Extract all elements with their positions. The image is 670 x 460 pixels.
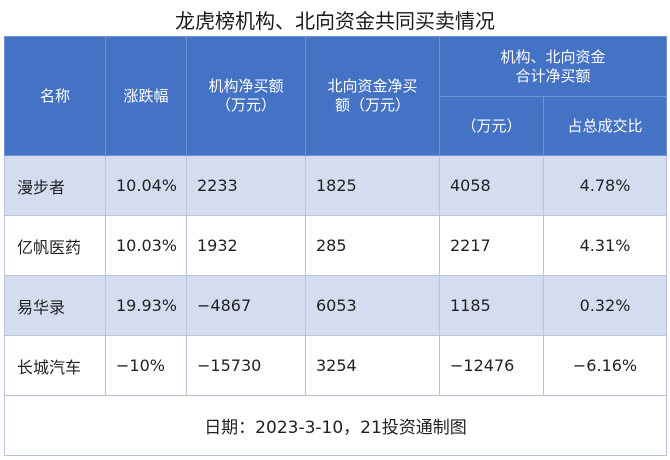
cell-ratio: −6.16% [542,335,668,396]
footer-caption: 日期：2023-3-10，21投资通制图 [3,395,668,456]
cell-change: 19.93% [105,275,187,336]
cell-north: 6053 [305,275,440,336]
header-combined-line1: 机构、北向资金 [500,47,606,66]
table-row: 漫步者 10.04% 2233 1825 4058 4.78% [4,155,668,216]
cell-ratio: 4.31% [542,215,668,276]
cell-north: 285 [305,215,440,276]
cell-total: 4058 [439,155,544,216]
cell-name: 漫步者 [4,155,106,216]
header-combined-line2: 合计净买额 [515,66,591,85]
cell-change: 10.03% [105,215,187,276]
header-inst-line2: （万元） [215,96,276,114]
cell-inst: −4867 [186,275,306,336]
cell-north: 3254 [305,335,440,396]
cell-ratio: 4.78% [542,155,668,216]
cell-inst: −15730 [186,335,306,396]
cell-north: 1825 [305,155,440,216]
header-combined-unit: （万元） [439,96,544,156]
header-inst-line1: 机构净买额 [208,77,284,95]
table-row: 易华录 19.93% −4867 6053 1185 0.32% [4,275,668,336]
cell-total: −12476 [439,335,544,396]
cell-name: 易华录 [4,275,106,336]
cell-total: 1185 [439,275,544,336]
header-inst-net-buy: 机构净买额 （万元） [186,36,306,156]
footer-row: 日期：2023-3-10，21投资通制图 [3,395,668,456]
header-change: 涨跌幅 [105,36,187,156]
page-title: 龙虎榜机构、北向资金共同买卖情况 [175,9,495,33]
header-ratio: 占总成交比 [542,96,668,156]
cell-ratio: 0.32% [542,275,668,336]
table-row: 亿帆医药 10.03% 1932 285 2217 4.31% [4,215,668,276]
header-name: 名称 [4,36,106,156]
data-table: 名称 涨跌幅 机构净买额 （万元） 北向资金净买 额（万元） 机构、北向资金 合… [3,36,668,456]
cell-inst: 1932 [186,215,306,276]
cell-change: 10.04% [105,155,187,216]
cell-name: 长城汽车 [4,335,106,396]
header-combined: 机构、北向资金 合计净买额 [438,36,668,97]
header-north-line1: 北向资金净买 [327,77,418,95]
header-north-net-buy: 北向资金净买 额（万元） [305,36,440,156]
cell-change: −10% [105,335,187,396]
header-north-line2: 额（万元） [334,96,410,114]
table-row: 长城汽车 −10% −15730 3254 −12476 −6.16% [4,335,668,396]
cell-total: 2217 [439,215,544,276]
cell-name: 亿帆医药 [4,215,106,276]
cell-inst: 2233 [186,155,306,216]
